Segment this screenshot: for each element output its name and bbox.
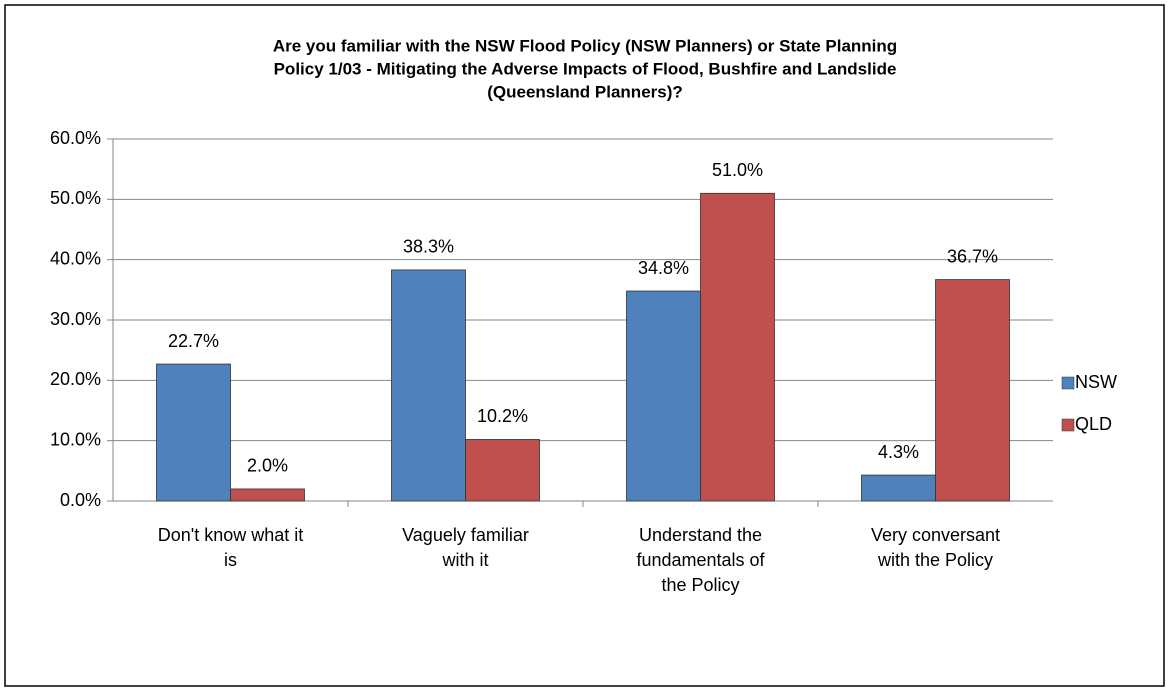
legend-swatch [1061, 418, 1075, 432]
data-label: 36.7% [947, 246, 998, 266]
bar [391, 269, 466, 502]
data-label: 4.3% [878, 442, 919, 462]
legend-label: QLD [1075, 414, 1112, 434]
bar [935, 279, 1010, 502]
y-tick-label: 60.0% [50, 128, 101, 148]
y-tick-label: 20.0% [50, 369, 101, 389]
data-label: 22.7% [168, 331, 219, 351]
chart-title: Are you familiar with the NSW Flood Poli… [273, 36, 897, 55]
y-tick-label: 0.0% [60, 490, 101, 510]
bar [700, 192, 775, 502]
y-tick-label: 50.0% [50, 188, 101, 208]
data-label: 10.2% [477, 406, 528, 426]
bar [230, 488, 305, 502]
bar [626, 290, 701, 502]
x-tick-label: Don't know what it is [158, 525, 304, 570]
chart-title: Policy 1/03 - Mitigating the Adverse Imp… [274, 59, 897, 78]
x-tick-label: Vaguely familiar with it [402, 525, 529, 570]
data-label: 34.8% [638, 258, 689, 278]
x-tick-label: Very conversant with the Policy [871, 525, 1000, 570]
bar [861, 474, 936, 502]
x-tick-label: Understand the fundamentals of the Policy [636, 525, 765, 595]
chart-title: (Queensland Planners)? [487, 82, 683, 101]
data-label: 51.0% [712, 160, 763, 180]
y-tick-label: 30.0% [50, 309, 101, 329]
legend-label: NSW [1075, 372, 1117, 392]
bar [465, 439, 540, 502]
legend-swatch [1061, 376, 1075, 390]
data-label: 2.0% [247, 456, 288, 476]
y-tick-label: 10.0% [50, 429, 101, 449]
bar [156, 363, 231, 502]
data-label: 38.3% [403, 237, 454, 257]
y-tick-label: 40.0% [50, 248, 101, 268]
